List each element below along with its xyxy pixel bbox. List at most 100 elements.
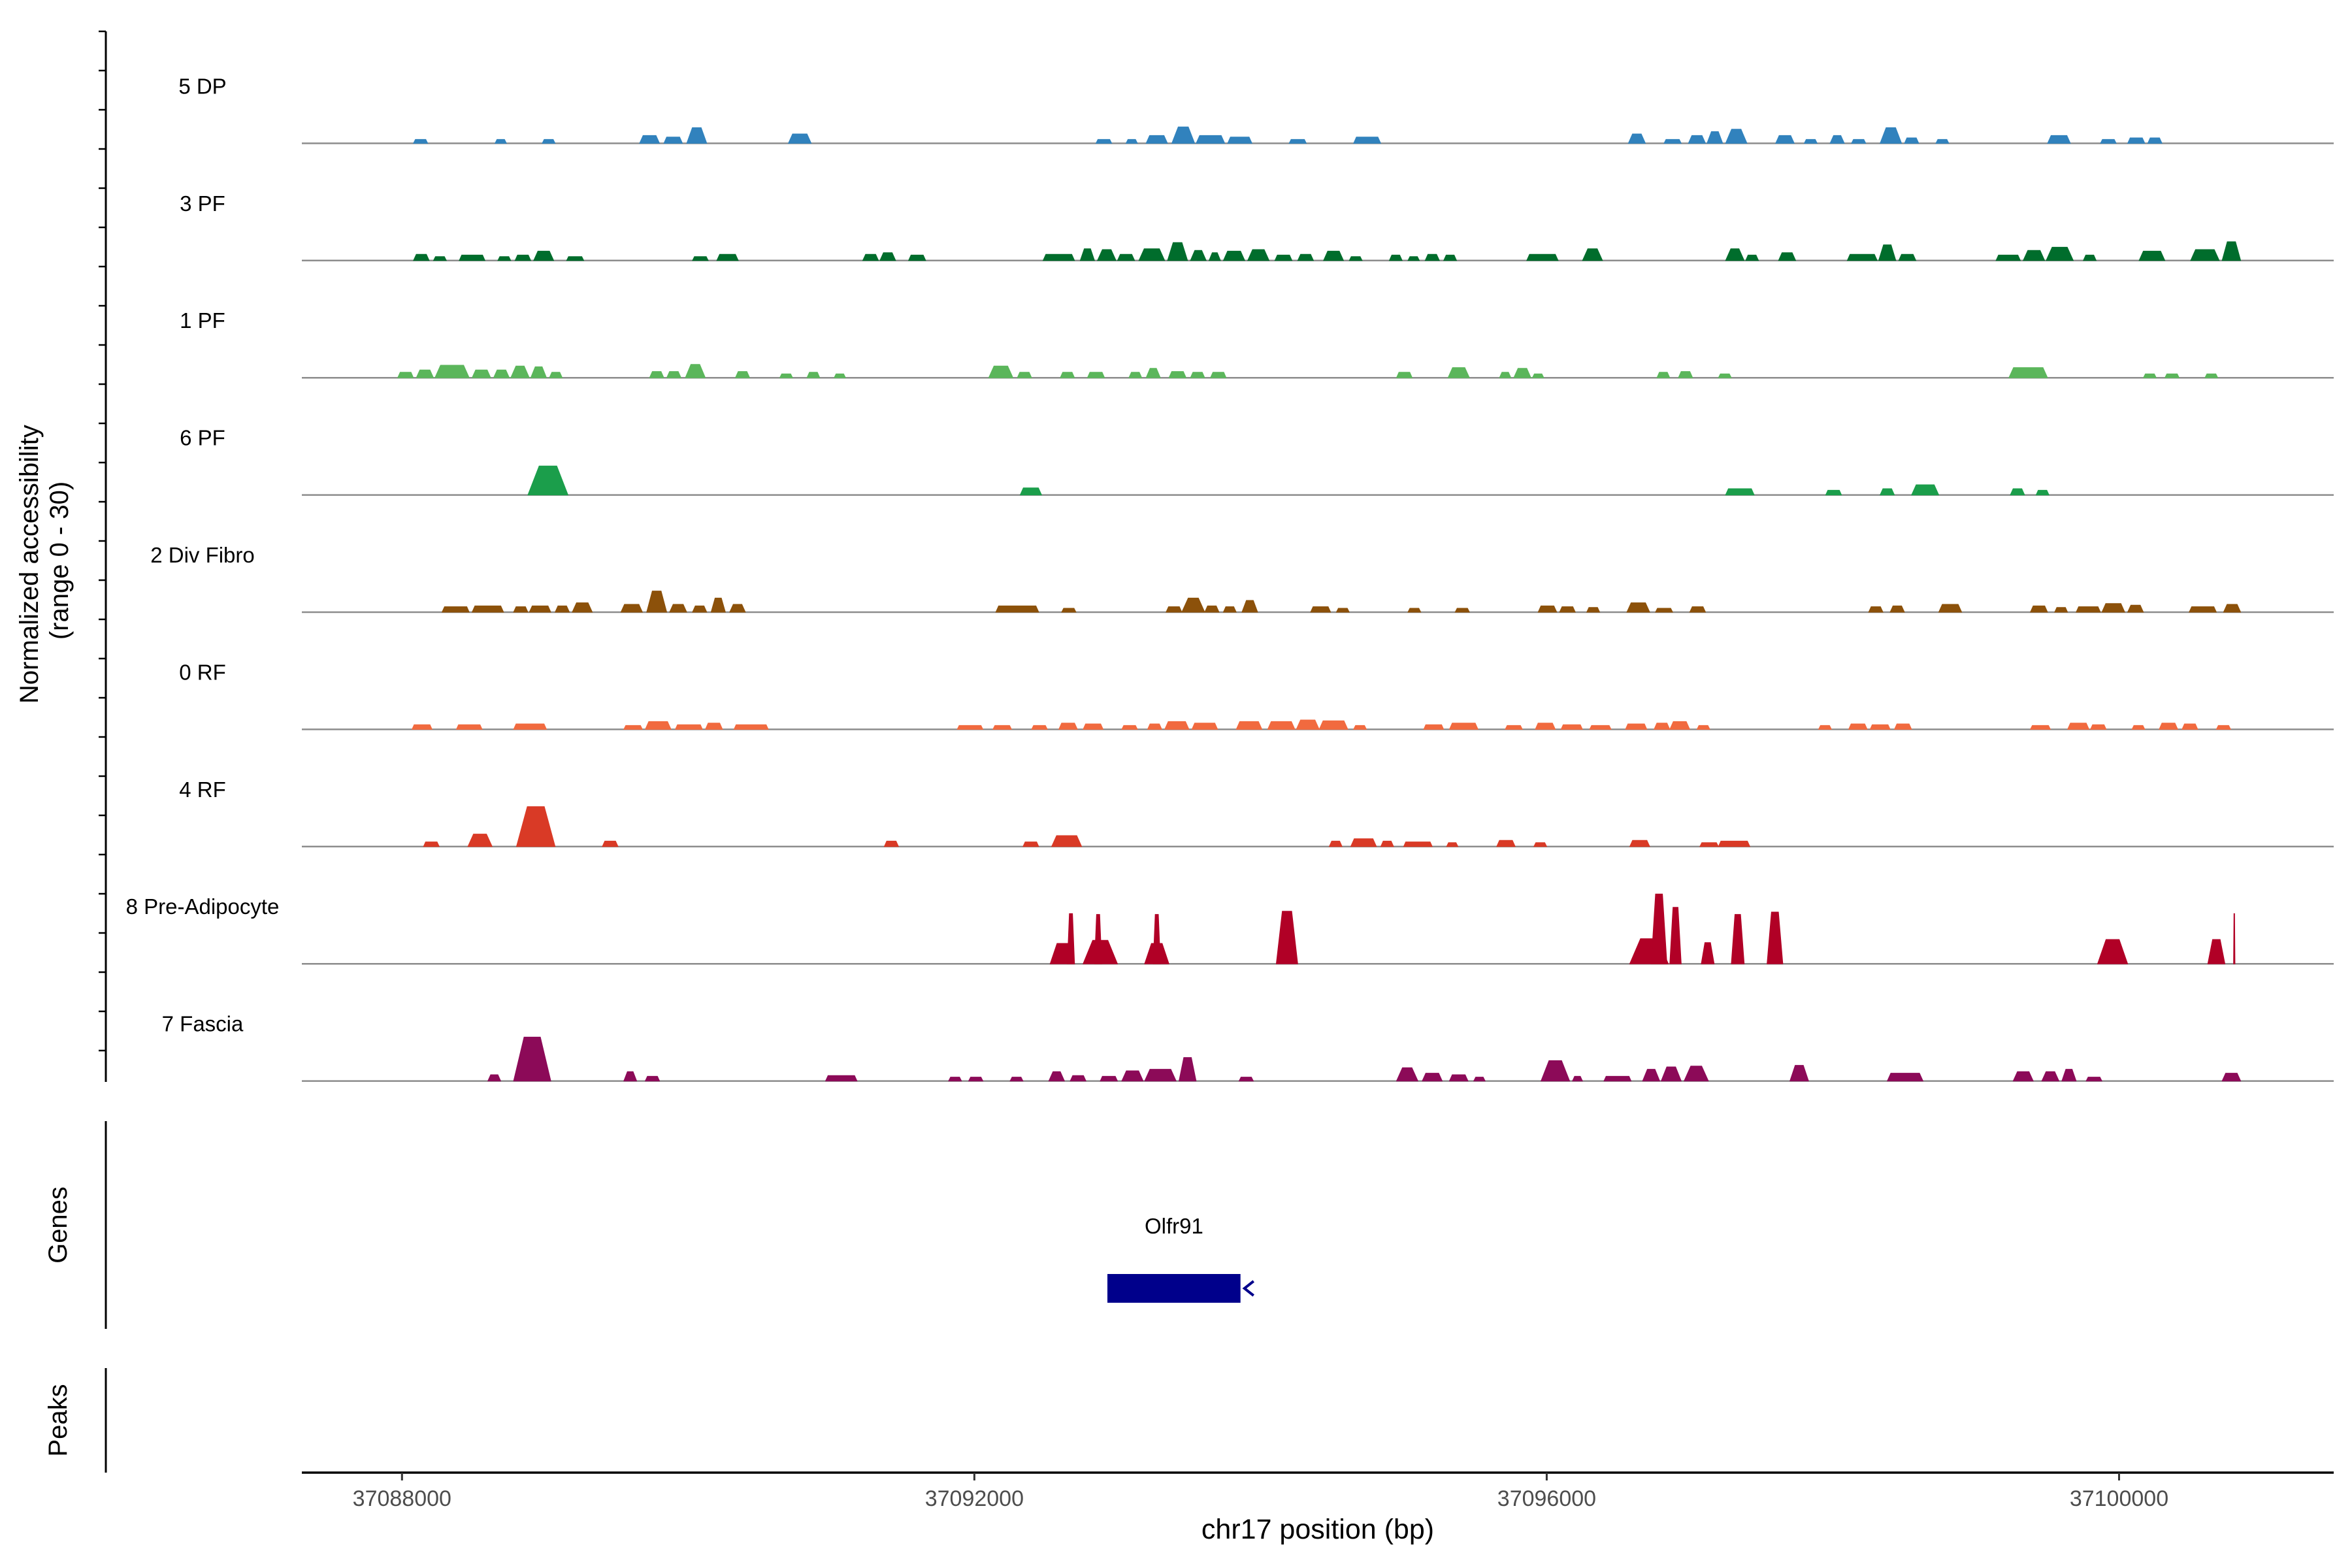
coverage-peak: [1318, 720, 1348, 730]
coverage-peak: [1513, 368, 1532, 378]
y-axis-label: Normalized accessibility (range 0 - 30): [15, 417, 74, 704]
coverage-peak: [2012, 1071, 2034, 1082]
coverage-peak: [1848, 723, 1868, 730]
coverage-peak: [1829, 135, 1845, 144]
coverage-peak: [1048, 1071, 1066, 1082]
coverage-peak: [1208, 252, 1221, 261]
coverage-peak: [907, 254, 926, 261]
coverage-peak: [1167, 242, 1188, 261]
track-label: 6 PF: [180, 426, 225, 450]
coverage-peak: [1051, 835, 1083, 847]
y-axis-label-line1: Normalized accessibility: [15, 425, 44, 704]
coverage-peak: [1031, 725, 1048, 730]
coverage-peak: [1447, 367, 1470, 378]
coverage-peak: [411, 724, 433, 730]
coverage-peak: [1642, 1069, 1661, 1082]
coverage-peak: [1683, 1066, 1709, 1082]
coverage-peak: [733, 724, 769, 730]
coverage-peak: [542, 139, 556, 144]
coverage-peak: [1196, 135, 1226, 144]
coverage-peak: [549, 372, 563, 378]
gene-Olfr91: Olfr91: [1107, 1214, 1254, 1303]
coverage-peak: [1095, 139, 1113, 144]
genes-track-label: Genes: [44, 1186, 73, 1264]
coverage-peak: [1190, 250, 1207, 261]
coverage-peak: [1938, 604, 1963, 613]
x-tick-label: 37100000: [2070, 1486, 2168, 1511]
coverage-peak: [1846, 253, 1878, 261]
coverage-peak: [1572, 1075, 1583, 1082]
track-label: 3 PF: [180, 191, 225, 216]
coverage-peak: [487, 1074, 502, 1082]
coverage-peak: [2029, 725, 2051, 730]
coverage-peak: [1669, 907, 1682, 964]
coverage-peak: [1166, 606, 1183, 613]
coverage-peak: [1868, 606, 1884, 613]
coverage-peak: [455, 724, 483, 730]
coverage-peak: [2082, 254, 2097, 261]
coverage-peak: [1096, 249, 1117, 261]
coverage-peak: [1247, 249, 1270, 261]
coverage-peak: [1145, 135, 1168, 144]
track-label: 2 Div Fibro: [150, 543, 255, 567]
coverage-peak: [1222, 606, 1237, 613]
coverage-peak: [1144, 1069, 1177, 1082]
coverage-peak: [1352, 725, 1367, 730]
coverage-peak: [1706, 131, 1723, 144]
coverage-peak: [2061, 1069, 2077, 1082]
coverage-peak: [2085, 1077, 2103, 1082]
coverage-peak: [1535, 723, 1556, 730]
coverage-peak: [1238, 1077, 1254, 1082]
coverage-peak: [1893, 723, 1912, 730]
coverage-peak: [1731, 914, 1745, 964]
coverage-peak: [1499, 372, 1512, 378]
coverage-peak: [1725, 129, 1748, 144]
coverage-peak: [1696, 725, 1710, 730]
coverage-peak: [1138, 248, 1166, 261]
coverage-peak: [1775, 135, 1795, 144]
coverage-peak: [467, 834, 493, 847]
coverage-peak: [2164, 373, 2180, 378]
coverage-tracks: 5 DP 3 PF 1 PF 6 PF 2 Div Fibro 0 RF 4 RF 8 Pre…: [126, 74, 2334, 1082]
coverage-peak: [1879, 488, 1895, 496]
coverage-peak: [497, 256, 512, 261]
coverage-peak: [710, 597, 726, 613]
coverage-peak: [686, 127, 708, 144]
coverage-peak: [1889, 605, 1905, 613]
coverage-peak: [692, 256, 709, 261]
coverage-peak: [666, 371, 682, 378]
coverage-peak: [1019, 487, 1043, 496]
peaks-track-label: Peaks: [44, 1384, 73, 1456]
coverage-peak: [1171, 126, 1196, 144]
coverage-peak: [2041, 1071, 2060, 1082]
coverage-peak: [434, 365, 470, 378]
coverage-peak: [663, 137, 683, 144]
coverage-peak: [433, 256, 448, 261]
coverage-peak: [620, 604, 644, 613]
coverage-peak: [1496, 840, 1516, 847]
coverage-peak: [1296, 719, 1320, 730]
coverage-peak: [471, 605, 504, 613]
coverage-peak: [2029, 605, 2048, 613]
coverage-peak: [968, 1077, 984, 1082]
coverage-peak: [2101, 603, 2125, 613]
coverage-peak: [2046, 246, 2074, 261]
coverage-peak: [2066, 723, 2090, 730]
coverage-peak: [879, 252, 896, 261]
coverage-peak: [2190, 249, 2220, 261]
coverage-peak: [515, 806, 556, 847]
coverage-peak: [1275, 911, 1298, 964]
coverage-peak: [2147, 137, 2163, 144]
coverage-peak: [533, 250, 555, 261]
coverage-peak: [2142, 373, 2157, 378]
coverage-peak: [1778, 252, 1797, 261]
coverage-peak: [2054, 607, 2068, 613]
x-tick-label: 37088000: [353, 1486, 451, 1511]
coverage-peak: [1660, 1066, 1682, 1082]
coverage-peak: [729, 604, 746, 613]
coverage-peak: [2215, 725, 2232, 730]
coverage-peak: [1178, 1057, 1197, 1082]
track-1: 5 DP: [178, 74, 2334, 144]
coverage-peak: [992, 725, 1013, 730]
coverage-peak: [825, 1075, 858, 1082]
